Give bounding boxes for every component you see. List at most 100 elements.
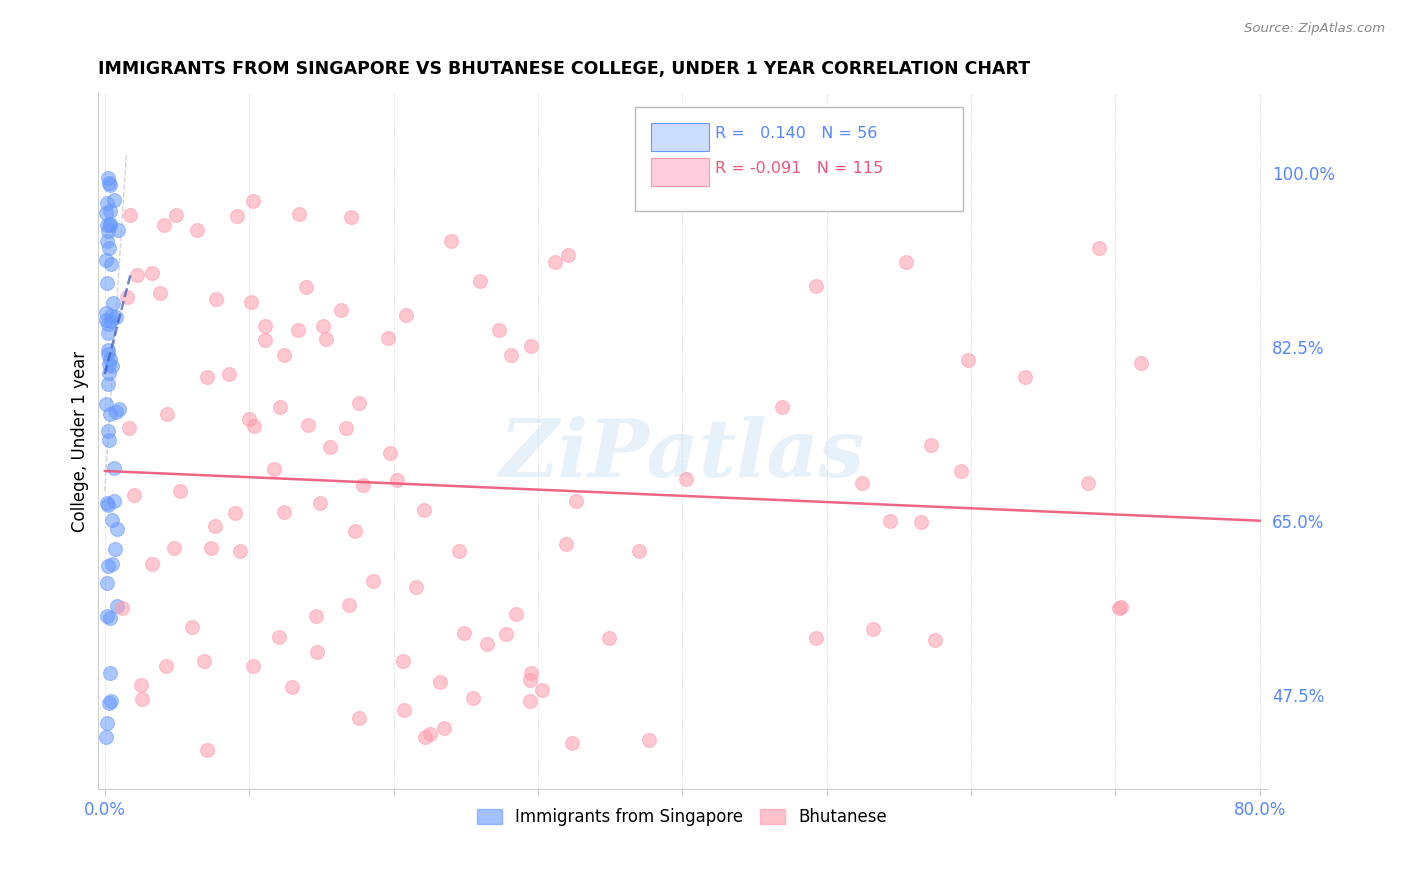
Point — [96, 219, 118, 233]
Point — [315, 332, 337, 346]
Point — [98, 611, 121, 625]
Point — [240, 295, 263, 310]
Point — [100, 313, 122, 327]
Point — [141, 266, 163, 280]
Point — [429, 675, 451, 690]
Point — [226, 209, 249, 223]
Point — [505, 607, 527, 621]
Point — [127, 268, 149, 283]
Point — [405, 580, 427, 594]
Point — [218, 367, 240, 381]
Point — [96, 716, 118, 731]
Point — [96, 576, 118, 591]
Point — [97, 357, 120, 371]
Text: R =   0.140   N = 56: R = 0.140 N = 56 — [716, 126, 877, 141]
Point — [149, 286, 172, 301]
Point — [97, 377, 120, 392]
Point — [103, 193, 125, 207]
Point — [564, 494, 586, 508]
Point — [1130, 356, 1153, 370]
Point — [627, 544, 650, 558]
Point — [263, 462, 285, 476]
Point — [347, 396, 370, 410]
Point — [186, 223, 208, 237]
Point — [273, 348, 295, 362]
Point — [129, 678, 152, 692]
Point — [238, 411, 260, 425]
Point — [200, 541, 222, 556]
Point — [347, 711, 370, 725]
Point — [96, 195, 118, 210]
Point — [155, 658, 177, 673]
Point — [229, 544, 252, 558]
Point — [98, 366, 121, 380]
Point — [949, 464, 972, 478]
Point — [392, 654, 415, 668]
Point — [97, 425, 120, 439]
Point — [1077, 475, 1099, 490]
Point — [499, 348, 522, 362]
Point — [337, 598, 360, 612]
Point — [96, 276, 118, 290]
Point — [98, 666, 121, 681]
Point — [163, 541, 186, 556]
Point — [440, 234, 463, 248]
Point — [896, 254, 918, 268]
Point — [96, 306, 118, 320]
Point — [94, 313, 117, 327]
Point — [477, 637, 499, 651]
Point — [385, 473, 408, 487]
Point — [96, 234, 118, 248]
Point — [1088, 241, 1111, 255]
Point — [96, 252, 118, 267]
Point — [273, 505, 295, 519]
Point — [97, 343, 120, 357]
Point — [309, 495, 332, 509]
Point — [294, 280, 316, 294]
Point — [103, 461, 125, 475]
Point — [1109, 600, 1132, 615]
Point — [107, 223, 129, 237]
Point — [312, 318, 335, 333]
Point — [1014, 369, 1036, 384]
Point — [879, 514, 901, 528]
Point — [96, 609, 118, 624]
Point — [924, 633, 946, 648]
Point — [488, 322, 510, 336]
Point — [98, 217, 121, 231]
Point — [165, 208, 187, 222]
Point — [98, 241, 121, 255]
Point — [419, 727, 441, 741]
Point — [281, 680, 304, 694]
Point — [204, 292, 226, 306]
Point — [195, 369, 218, 384]
Y-axis label: College, Under 1 year: College, Under 1 year — [72, 351, 89, 532]
Point — [413, 730, 436, 744]
Point — [253, 333, 276, 347]
Point — [111, 601, 134, 615]
Point — [98, 178, 121, 192]
FancyBboxPatch shape — [651, 123, 709, 151]
Point — [862, 622, 884, 636]
Point — [97, 170, 120, 185]
Point — [169, 484, 191, 499]
Point — [100, 257, 122, 271]
Point — [97, 696, 120, 710]
Point — [519, 673, 541, 688]
Point — [242, 659, 264, 673]
Point — [377, 331, 399, 345]
Point — [638, 732, 661, 747]
Point — [94, 731, 117, 745]
Point — [98, 219, 121, 233]
Point — [120, 208, 142, 222]
Point — [98, 203, 121, 218]
Point — [413, 503, 436, 517]
Point — [97, 347, 120, 361]
Legend: Immigrants from Singapore, Bhutanese: Immigrants from Singapore, Bhutanese — [471, 802, 894, 833]
Point — [97, 317, 120, 331]
Point — [352, 477, 374, 491]
Point — [243, 418, 266, 433]
Point — [530, 683, 553, 698]
Point — [447, 544, 470, 558]
Point — [97, 326, 120, 341]
